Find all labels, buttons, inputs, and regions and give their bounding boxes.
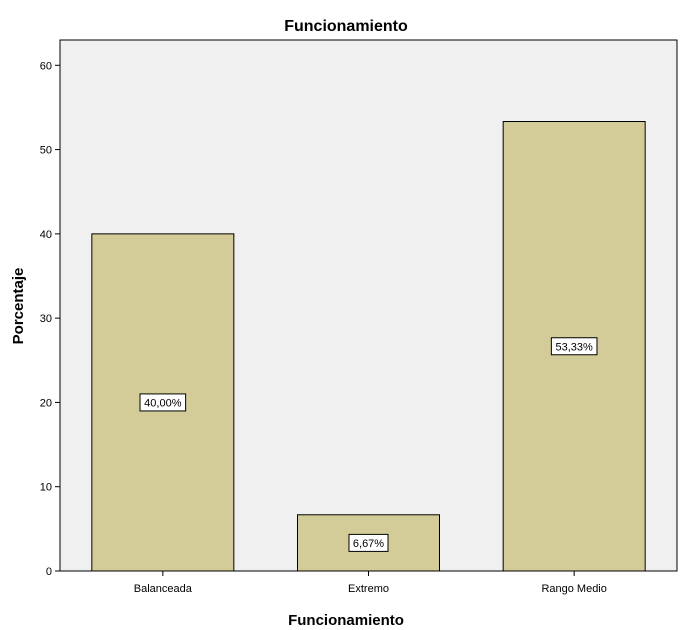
y-tick-label: 60	[40, 60, 52, 72]
y-axis-title: Porcentaje	[10, 268, 27, 345]
y-tick-label: 10	[40, 482, 52, 494]
chart-title: Funcionamiento	[284, 18, 408, 35]
x-axis-title: Funcionamiento	[288, 612, 404, 629]
y-tick-label: 20	[40, 397, 52, 409]
data-label: 40,00%	[144, 397, 182, 409]
data-label: 6,67%	[353, 538, 384, 550]
y-tick-label: 0	[46, 566, 52, 578]
data-label-box	[139, 393, 187, 412]
data-label: 53,33%	[556, 341, 594, 353]
data-label-box	[348, 533, 389, 552]
y-tick-label: 30	[40, 313, 52, 325]
x-tick-label: Rango Medio	[541, 583, 606, 595]
x-tick-label: Extremo	[348, 583, 389, 595]
y-tick-label: 40	[40, 229, 52, 241]
y-tick-label: 50	[40, 145, 52, 157]
x-tick-label: Balanceada	[134, 583, 193, 595]
data-label-box	[550, 337, 598, 356]
